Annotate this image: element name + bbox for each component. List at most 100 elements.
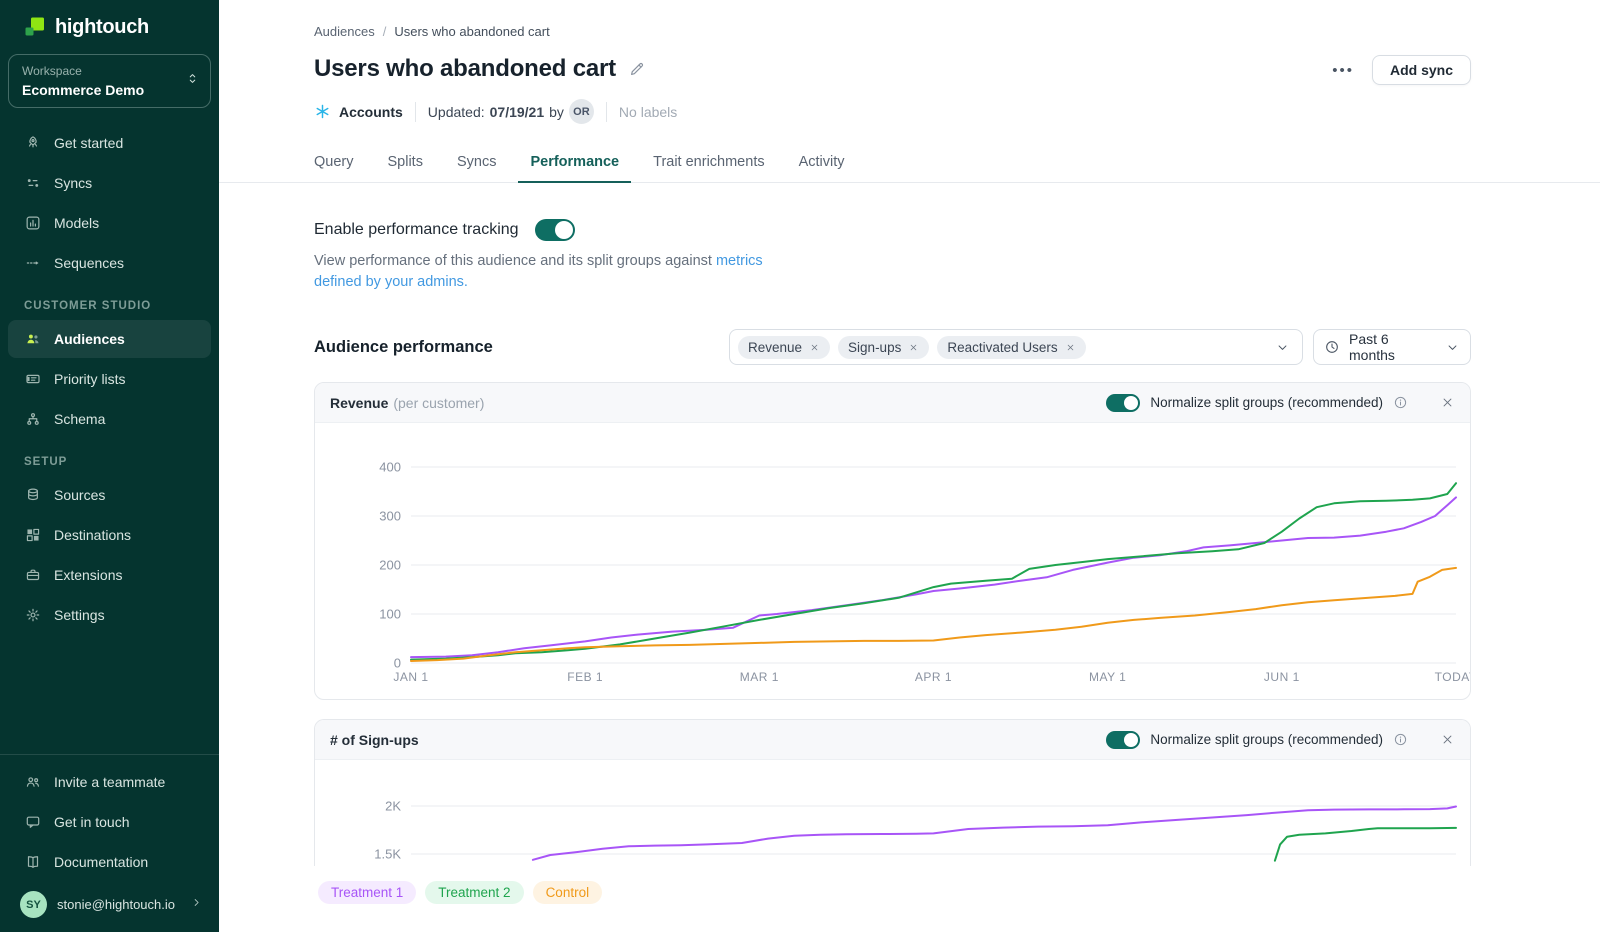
info-icon[interactable]: [1393, 395, 1408, 410]
time-range-select[interactable]: Past 6 months: [1313, 329, 1471, 366]
metric-chip-revenue[interactable]: Revenue: [738, 335, 831, 359]
tab-splits[interactable]: Splits: [387, 154, 423, 170]
chevron-right-icon: [190, 896, 203, 914]
sidebar-item-syncs[interactable]: Syncs: [8, 164, 211, 202]
sidebar-item-priority-lists[interactable]: Priority lists: [8, 360, 211, 398]
sidebar-section-customer-studio: CUSTOMER STUDIO: [24, 300, 152, 312]
remove-metric-icon[interactable]: [1065, 342, 1076, 353]
brand-name: hightouch: [55, 15, 149, 38]
audience-performance-title: Audience performance: [314, 337, 493, 356]
metric-chip-reactivated-users[interactable]: Reactivated Users: [937, 335, 1086, 359]
breadcrumb-current: Users who abandoned cart: [394, 24, 550, 39]
legend-pill-treatment-2[interactable]: Treatment 2: [425, 881, 524, 904]
workspace-name: Ecommerce Demo: [22, 82, 145, 98]
signups-card-header: # of Sign-ups Normalize split groups (re…: [315, 720, 1470, 761]
workspace-label: Workspace: [22, 64, 82, 78]
updated-by-avatar[interactable]: OR: [568, 99, 594, 124]
x-axis-tick-label: FEB 1: [567, 670, 603, 684]
sidebar-item-extensions[interactable]: Extensions: [8, 556, 211, 594]
tab-activity[interactable]: Activity: [798, 154, 845, 170]
sidebar-item-label: Models: [54, 215, 100, 231]
sidebar-item-label: Syncs: [54, 175, 93, 191]
workspace-selector[interactable]: Workspace Ecommerce Demo: [8, 54, 211, 108]
enable-tracking-label: Enable performance tracking: [314, 221, 519, 238]
hightouch-logo[interactable]: hightouch: [0, 0, 219, 39]
workspace-updown-icon: [185, 71, 200, 91]
sidebar-bottom-strip: [0, 932, 219, 944]
audience-meta: Accounts Updated: 07/19/21 by OR No labe…: [314, 99, 1471, 124]
sidebar-item-models[interactable]: Models: [8, 204, 211, 242]
enable-tracking-toggle[interactable]: [534, 219, 575, 241]
chat-icon: [24, 813, 42, 831]
sidebar-item-label: Audiences: [54, 331, 125, 347]
updated-label: Updated:: [427, 103, 485, 120]
sidebar-item-get-in-touch[interactable]: Get in touch: [8, 803, 211, 841]
sidebar-item-schema[interactable]: Schema: [8, 400, 211, 438]
metric-chip-sign-ups[interactable]: Sign-ups: [838, 335, 930, 359]
sidebar-item-get-started[interactable]: Get started: [8, 124, 211, 162]
breadcrumb-audiences[interactable]: Audiences: [314, 24, 375, 39]
metrics-link[interactable]: metrics defined by your admins.: [314, 253, 763, 291]
close-icon[interactable]: [1440, 395, 1455, 410]
chart-canvas: 2K 1.5K: [374, 799, 1457, 862]
sidebar-item-invite-a-teammate[interactable]: Invite a teammate: [8, 763, 211, 801]
tab-trait-enrichments[interactable]: Trait enrichments: [653, 154, 765, 170]
user-menu[interactable]: SY stonie@hightouch.io: [8, 883, 211, 926]
sidebar-item-label: Get in touch: [54, 814, 130, 830]
sidebar-item-sources[interactable]: Sources: [8, 476, 211, 514]
tabs-bar: Query Splits Syncs Performance Trait enrichm…: [219, 144, 1600, 183]
y-axis-tick-label: 300: [379, 509, 401, 524]
sidebar-item-documentation[interactable]: Documentation: [8, 843, 211, 881]
sidebar-item-destinations[interactable]: Destinations: [8, 516, 211, 554]
sidebar-item-label: Invite a teammate: [54, 774, 166, 790]
remove-metric-icon[interactable]: [908, 342, 919, 353]
tab-syncs[interactable]: Syncs: [456, 154, 497, 170]
tab-performance[interactable]: Performance: [518, 144, 632, 183]
revenue-chart-subtitle: (per customer): [393, 394, 485, 411]
remove-metric-icon[interactable]: [809, 342, 820, 353]
tab-query[interactable]: Query: [314, 154, 354, 170]
metric-chip-label: Reactivated Users: [947, 339, 1058, 355]
sidebar-item-label: Schema: [54, 411, 106, 427]
y-axis-tick-label: 2K: [385, 799, 401, 814]
page-title: Users who abandoned cart: [314, 55, 616, 82]
invite-teammate-icon: [24, 773, 42, 791]
revenue-chart[interactable]: 400 300 200 100 0 JAN 1 FEB 1 MAR 1 APR 1 MAY 1 JU…: [315, 423, 1470, 699]
normalize-toggle[interactable]: [1106, 393, 1141, 412]
legend-pill-control[interactable]: Control: [532, 881, 603, 904]
y-axis-tick-label: 1.5K: [374, 847, 401, 862]
priority-lists-icon: [24, 370, 42, 388]
sidebar-item-label: Settings: [54, 607, 105, 623]
sidebar-item-audiences[interactable]: Audiences: [8, 320, 211, 358]
hightouch-logo-icon: [22, 15, 46, 39]
models-icon: [24, 214, 42, 232]
y-axis-tick-label: 200: [379, 558, 401, 573]
signups-chart-title: # of Sign-ups: [330, 731, 419, 748]
metric-multiselect[interactable]: Revenue Sign-ups Reactivated Users: [729, 329, 1303, 366]
briefcase-icon: [24, 566, 42, 584]
time-range-value: Past 6 months: [1349, 331, 1395, 364]
x-axis-tick-label: MAY 1: [1089, 670, 1126, 684]
sidebar-item-settings[interactable]: Settings: [8, 596, 211, 634]
normalize-toggle[interactable]: [1106, 730, 1141, 749]
signups-chart[interactable]: 2K 1.5K: [315, 760, 1470, 938]
sidebar-nav: Get started Syncs Models Sequences CUSTOMER …: [0, 122, 219, 636]
x-axis-tick-label: JUN 1: [1264, 670, 1300, 684]
x-axis-tick-label: TODAY: [1435, 670, 1471, 684]
sidebar-item-label: Extensions: [54, 567, 123, 583]
sequences-icon: [24, 254, 42, 272]
more-options-button[interactable]: •••: [1332, 61, 1354, 79]
x-axis-tick-label: MAR 1: [740, 670, 779, 684]
edit-title-icon[interactable]: [628, 60, 646, 78]
add-sync-button[interactable]: Add sync: [1371, 55, 1471, 85]
y-axis-tick-label: 0: [394, 656, 401, 671]
sidebar-item-label: Get started: [54, 135, 124, 151]
sidebar-item-sequences[interactable]: Sequences: [8, 244, 211, 282]
sidebar-section-setup: SETUP: [24, 456, 68, 468]
legend-pill-treatment-1[interactable]: Treatment 1: [318, 881, 417, 904]
close-icon[interactable]: [1440, 732, 1455, 747]
updated-by-label: by: [549, 103, 564, 120]
labels-text[interactable]: No labels: [618, 103, 678, 120]
info-icon[interactable]: [1393, 732, 1408, 747]
